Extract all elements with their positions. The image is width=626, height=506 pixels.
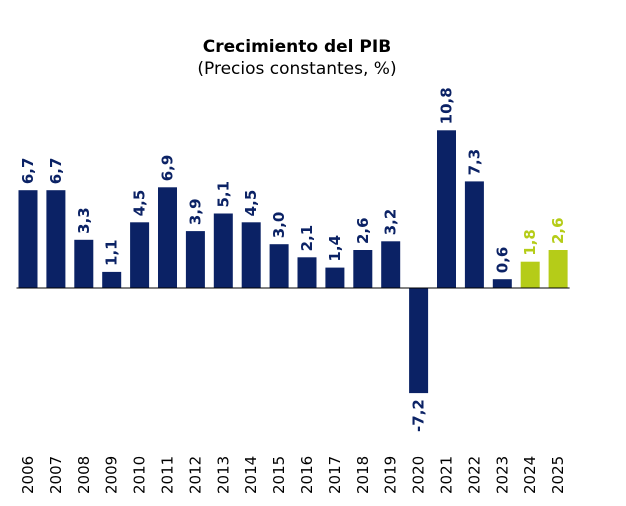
value-label-2025: 2,6 [549,217,567,244]
bar-2025 [548,250,568,288]
chart-title: Crecimiento del PIB [202,37,392,57]
value-label-2016: 2,1 [298,225,316,252]
value-label-2012: 3,9 [186,198,204,225]
category-label-2009: 2009 [103,456,121,494]
category-label-2020: 2020 [410,456,428,494]
title-block: Crecimiento del PIB (Precios constantes,… [0,36,594,80]
bar-2015 [269,244,289,288]
bar-2019 [381,241,401,288]
bar-2016 [297,257,317,288]
bar-2017 [325,267,345,288]
value-label-2013: 5,1 [214,181,232,208]
bar-2013 [213,213,233,288]
category-label-2014: 2014 [242,456,260,494]
category-label-2025: 2025 [549,456,567,494]
category-label-2010: 2010 [131,456,149,494]
bar-2012 [185,231,205,288]
value-label-2019: 3,2 [382,209,400,236]
value-label-2010: 4,5 [131,190,149,217]
category-label-2022: 2022 [465,456,483,494]
value-label-2020: -7,2 [410,399,428,432]
bar-2021 [437,130,456,288]
value-label-2011: 6,9 [159,155,177,182]
bar-2011 [158,187,177,288]
bars-group [18,130,568,394]
value-label-2006: 6,7 [19,158,37,185]
value-label-2009: 1,1 [103,239,121,266]
category-labels-group: 2006 2007 2008 2009 2010 2011 2012 2013 2014 2015… [19,456,567,494]
value-labels-group: 6,7 6,7 3,3 1,1 4,5 6,9 3,9 5,1 4,5 3,0 2,1 1,4 2,6 3… [19,87,567,432]
category-label-2021: 2021 [438,456,456,494]
bar-2010 [130,222,150,288]
category-label-2008: 2008 [75,456,93,494]
value-label-2022: 7,3 [465,149,483,176]
chart-subtitle: (Precios constantes, %) [197,59,397,79]
category-label-2019: 2019 [382,456,400,494]
value-label-2021: 10,8 [438,87,456,124]
category-label-2007: 2007 [47,456,65,494]
value-label-2024: 1,8 [521,229,539,256]
value-label-2014: 4,5 [242,190,260,217]
category-label-2023: 2023 [493,456,511,494]
value-label-2023: 0,6 [493,247,511,274]
category-label-2024: 2024 [521,456,539,494]
value-label-2007: 6,7 [47,158,65,185]
bar-2008 [74,239,94,288]
category-label-2013: 2013 [214,456,232,494]
bar-2006 [18,190,38,288]
value-label-2015: 3,0 [270,212,288,239]
value-label-2018: 2,6 [354,217,372,244]
category-label-2016: 2016 [298,456,316,494]
bar-2007 [46,190,66,288]
category-label-2011: 2011 [159,456,177,494]
bar-2014 [241,222,261,288]
category-label-2018: 2018 [354,456,372,494]
bar-2024 [520,261,540,288]
bar-2018 [353,250,373,288]
category-label-2017: 2017 [326,456,344,494]
category-label-2006: 2006 [19,456,37,494]
bar-2009 [102,271,122,288]
value-label-2008: 3,3 [75,207,93,234]
category-label-2015: 2015 [270,456,288,494]
category-label-2012: 2012 [186,456,204,494]
bar-2020 [409,288,429,394]
value-label-2017: 1,4 [326,235,344,262]
bar-2023 [492,279,512,288]
bar-2022 [464,181,484,288]
